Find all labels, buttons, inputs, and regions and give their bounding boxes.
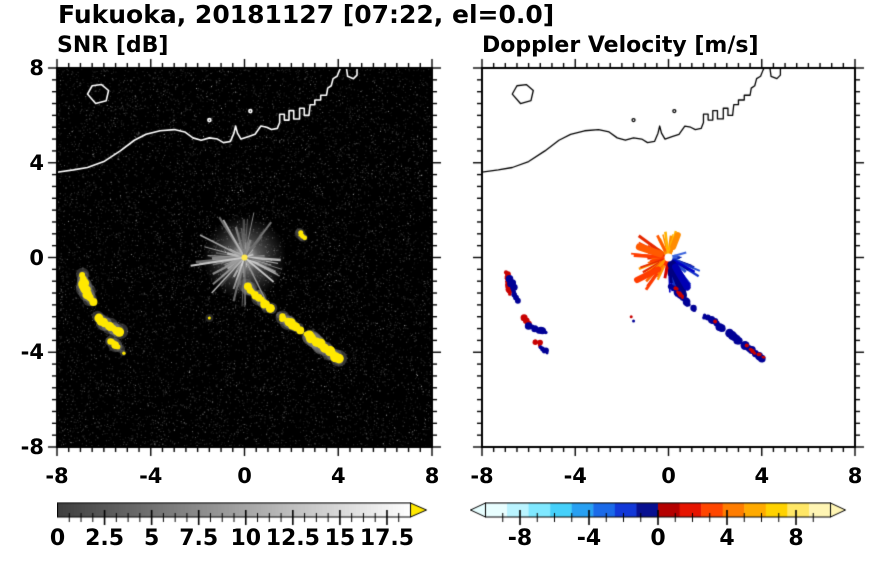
snr-colorbar-label: 12.5 — [265, 526, 320, 551]
snr-colorbar — [57, 502, 429, 528]
snr-colorbar-label: 17.5 — [359, 526, 415, 551]
y-tick-label: 4 — [29, 150, 44, 175]
x-tick-label: -8 — [470, 464, 494, 488]
x-tick-label: 4 — [330, 464, 346, 488]
x-tick-label: -8 — [45, 464, 69, 488]
snr-colorbar-label: 5 — [143, 526, 160, 551]
figure-title: Fukuoka, 20181127 [07:22, el=0.0] — [58, 0, 555, 29]
x-tick-label: 0 — [661, 464, 676, 488]
y-tick-label: 8 — [29, 56, 44, 80]
y-tick-label: -4 — [20, 340, 44, 365]
snr-colorbar-label: 15 — [324, 526, 356, 551]
x-tick-label: 8 — [847, 464, 863, 488]
snr-colorbar-label: 0 — [49, 526, 66, 551]
snr-colorbar-label: 2.5 — [85, 526, 125, 551]
velocity-colorbar — [470, 502, 848, 528]
vel-colorbar-label: 0 — [650, 526, 666, 551]
snr-colorbar-label: 7.5 — [179, 526, 219, 551]
vel-colorbar-label: -8 — [507, 526, 533, 551]
y-tick-label: 0 — [29, 245, 44, 270]
vel-colorbar-label: 8 — [788, 526, 804, 551]
x-tick-label: -4 — [563, 464, 587, 488]
x-tick-label: -4 — [139, 464, 163, 488]
x-tick-label: 4 — [754, 464, 770, 488]
vel-colorbar-label: 4 — [719, 526, 735, 551]
vel-panel-title: Doppler Velocity [m/s] — [482, 33, 759, 58]
velocity-plot-canvas — [468, 54, 869, 461]
snr-panel-title: SNR [dB] — [57, 33, 169, 58]
x-tick-label: 8 — [424, 464, 440, 488]
y-tick-label: -8 — [20, 435, 44, 459]
snr-plot-canvas — [43, 54, 446, 461]
snr-colorbar-label: 10 — [230, 526, 262, 551]
x-tick-label: 0 — [237, 464, 252, 488]
vel-colorbar-label: -4 — [576, 526, 602, 551]
